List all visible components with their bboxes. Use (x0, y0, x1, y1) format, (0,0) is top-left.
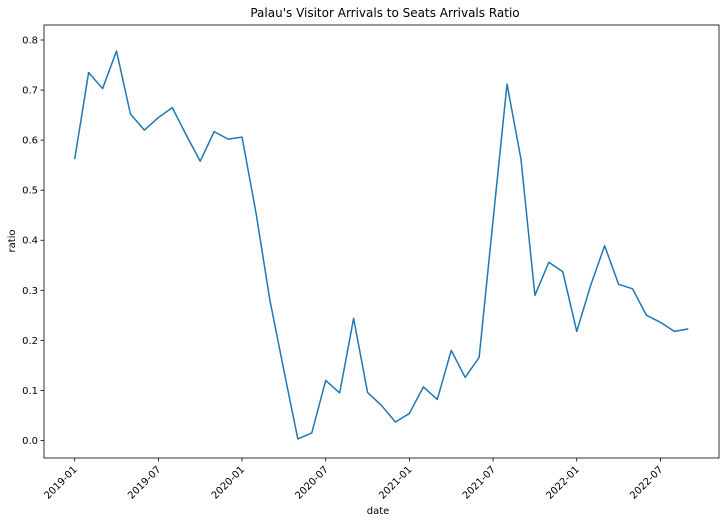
y-tick-label: 0.1 (22, 386, 38, 397)
plot-frame (43, 24, 720, 459)
x-axis-label: date (367, 506, 390, 517)
y-tick-label: 0.7 (22, 86, 38, 97)
y-tick-label: 0.0 (22, 436, 38, 447)
y-tick-label: 0.4 (22, 236, 38, 247)
chart-title: Palau's Visitor Arrivals to Seats Arriva… (250, 6, 519, 20)
y-tick-label: 0.5 (22, 186, 38, 197)
y-axis-label: ratio (7, 229, 18, 252)
y-tick-label: 0.3 (22, 286, 38, 297)
y-tick-label: 0.8 (22, 36, 38, 47)
y-tick-label: 0.6 (22, 136, 38, 147)
series-line (73, 50, 689, 440)
y-tick-label: 0.2 (22, 336, 38, 347)
